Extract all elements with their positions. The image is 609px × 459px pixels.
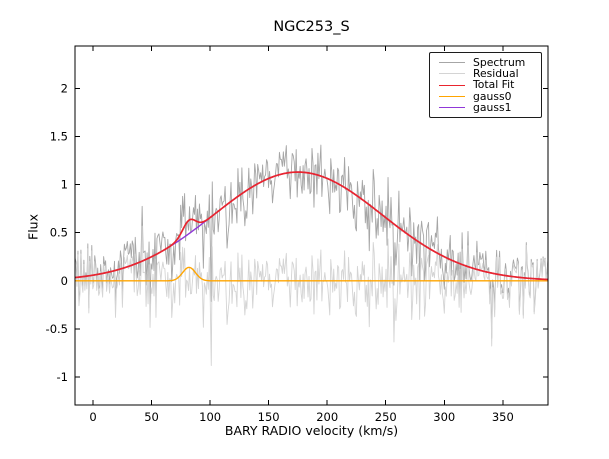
legend-label-spectrum: Spectrum: [473, 56, 526, 69]
legend-entry-gauss1: gauss1: [439, 102, 537, 113]
chart-title: NGC253_S: [273, 19, 350, 35]
legend-entry-residual: Residual: [439, 68, 537, 79]
legend-line-gauss1-icon: [439, 106, 465, 108]
legend-line-gauss0-icon: [439, 95, 465, 97]
legend-entry-spectrum: Spectrum: [439, 57, 537, 68]
legend-line-total-fit-icon: [439, 84, 465, 86]
y-tick-label: 1: [61, 178, 68, 192]
x-tick-label: 150: [258, 410, 280, 424]
x-tick-label: 350: [492, 410, 514, 424]
y-tick-label: 1.5: [50, 129, 68, 143]
series-residual-line: [75, 225, 548, 366]
x-tick-label: 100: [199, 410, 221, 424]
legend-label-gauss0: gauss0: [473, 89, 512, 103]
y-tick-label: -0.5: [46, 322, 68, 336]
axis-ticks: [75, 46, 548, 405]
legend-line-residual-icon: [439, 73, 465, 75]
axes-frame: [74, 45, 549, 406]
x-tick-label: 300: [433, 410, 455, 424]
y-tick-label: 0: [61, 274, 68, 288]
x-tick-label: 0: [89, 410, 96, 424]
y-tick-label: 0.5: [50, 226, 68, 240]
legend-label-residual: Residual: [473, 67, 519, 81]
y-axis-label: Flux: [25, 214, 41, 240]
series-total-fit-line: [75, 171, 548, 281]
data-lines: [75, 144, 548, 366]
legend-label-total-fit: Total Fit: [473, 78, 515, 92]
y-tick-label: 2: [61, 81, 68, 95]
legend: Spectrum Residual Total Fit gauss0 gauss…: [429, 52, 542, 118]
x-tick-label: 200: [316, 410, 338, 424]
x-axis-label: BARY RADIO velocity (km/s): [224, 423, 399, 438]
x-tick-label: 50: [144, 410, 159, 424]
series-gauss0-line: [75, 266, 548, 282]
tick-labels: 0 50 100 150 200 250 300 350 -1 -0.5 0 0.5 1 1.5 2: [46, 81, 514, 424]
x-tick-label: 250: [375, 410, 397, 424]
series-spectrum-line: [75, 144, 548, 339]
legend-entry-gauss0: gauss0: [439, 89, 537, 103]
y-tick-label: -1: [57, 370, 68, 384]
legend-line-spectrum-icon: [439, 62, 465, 64]
legend-entry-total-fit: Total Fit: [439, 78, 537, 92]
legend-label-gauss1: gauss1: [473, 100, 512, 114]
